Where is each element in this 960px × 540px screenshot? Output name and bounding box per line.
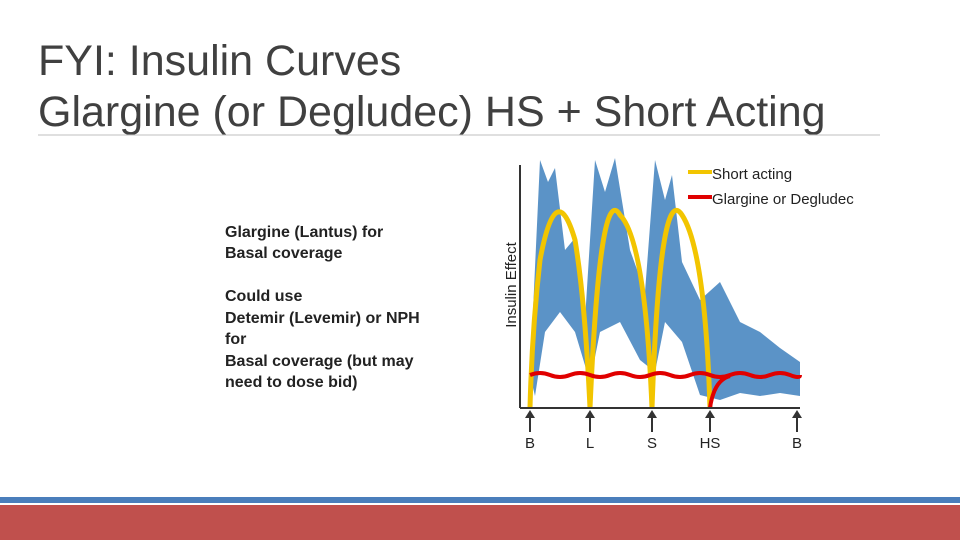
marker-arrowhead [792, 410, 802, 418]
title-line: FYI: Insulin Curves [38, 37, 401, 85]
y-axis-label: Insulin Effect [503, 241, 520, 327]
short-acting-curve [527, 207, 713, 409]
note-line: Could use [225, 288, 302, 305]
marker-arrowhead [705, 410, 715, 418]
basal-onset [708, 374, 731, 409]
legend-label: Glargine or Degludec [712, 191, 854, 208]
marker-arrowhead [585, 410, 595, 418]
marker-arrowhead [647, 410, 657, 418]
variability-band [530, 158, 800, 400]
note-line: for [225, 331, 246, 348]
marker-arrowhead [525, 410, 535, 418]
legend-label: Short acting [712, 166, 792, 183]
marker-label: B [525, 435, 535, 452]
meal-markers: B L S HS B [525, 410, 802, 452]
note-line: Basal coverage (but may [225, 353, 414, 370]
note-line: need to dose bid) [225, 374, 357, 391]
basal-curve [529, 371, 802, 379]
title-line: Glargine (or Degludec) HS + Short Acting [38, 88, 826, 136]
marker-label: B [792, 435, 802, 452]
marker-label: L [586, 435, 594, 452]
marker-label: HS [700, 435, 721, 452]
note-line: Detemir (Levemir) or NPH [225, 310, 420, 327]
insulin-diagram: Insulin Effect Short acting Glargine or … [503, 158, 854, 452]
note-line: Glargine (Lantus) for [225, 224, 383, 241]
marker-label: S [647, 435, 657, 452]
note-line: Basal coverage [225, 245, 343, 262]
footer-bar [0, 505, 960, 540]
footer-stripe [0, 497, 960, 503]
